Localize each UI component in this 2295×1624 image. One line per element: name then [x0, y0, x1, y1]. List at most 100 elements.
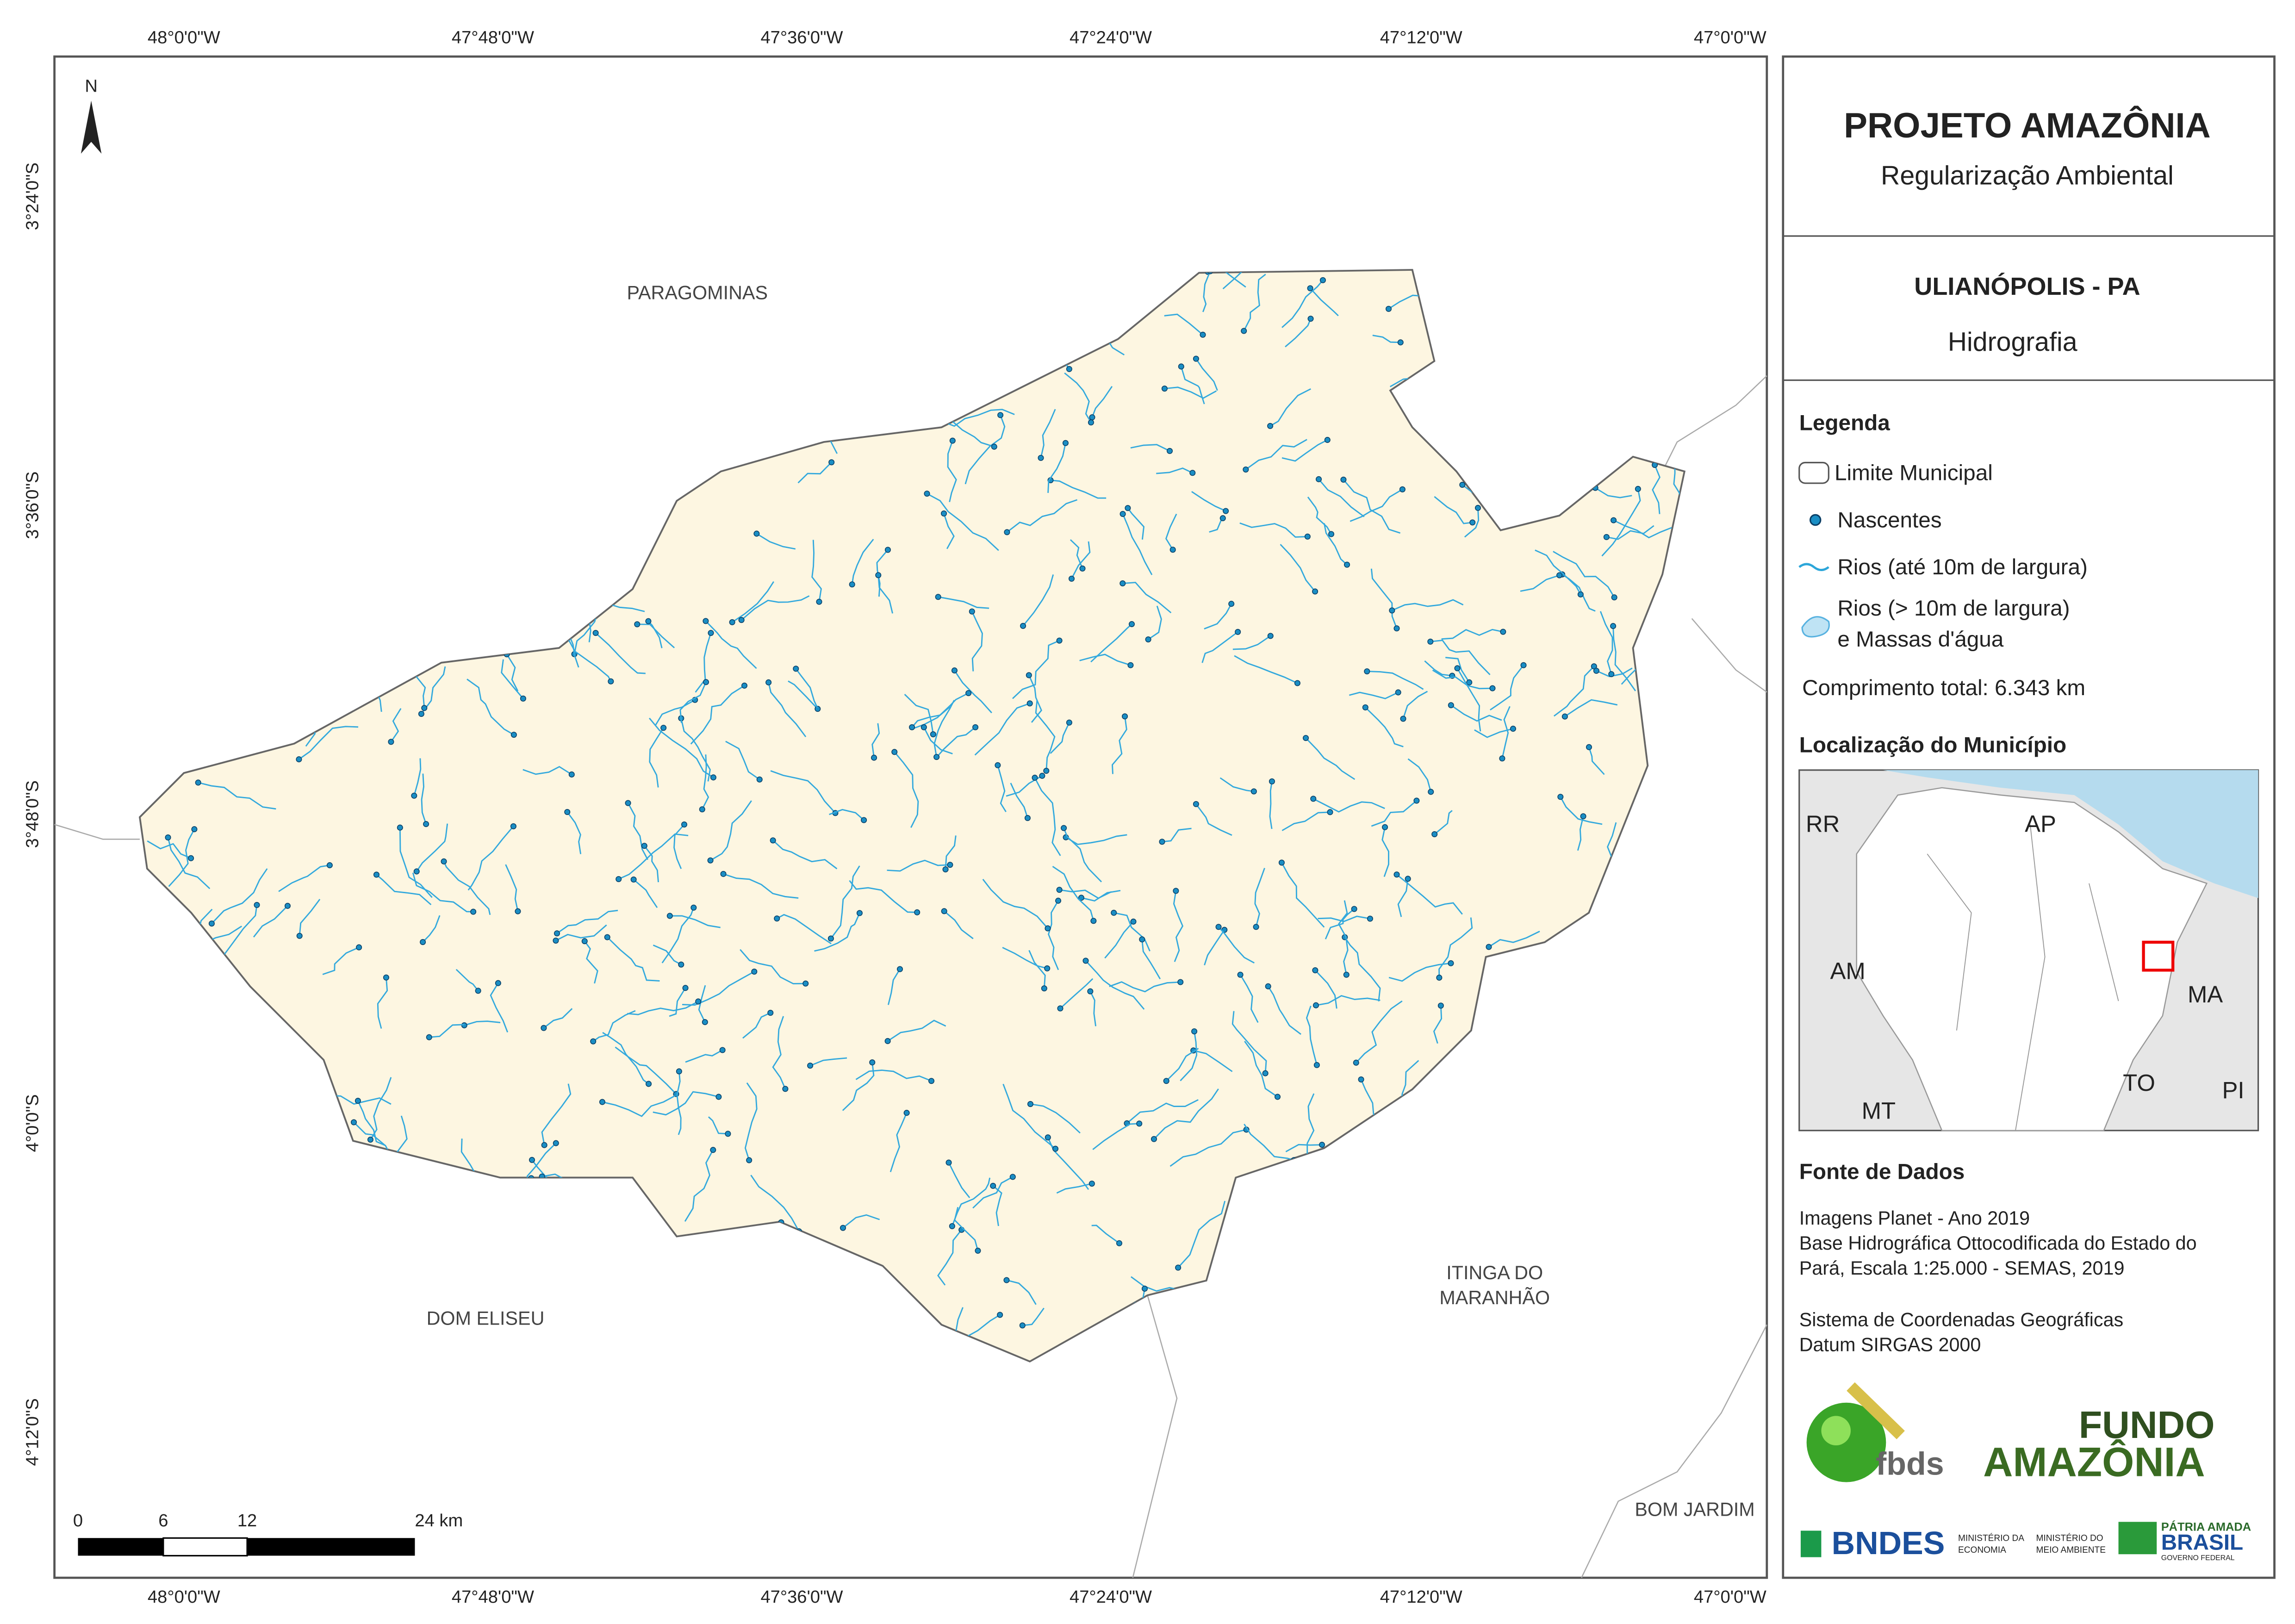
river: [1323, 523, 1348, 566]
spring: [1294, 680, 1300, 686]
spring: [695, 998, 702, 1005]
river: [1281, 280, 1324, 328]
river: [1063, 828, 1102, 883]
spring: [703, 679, 709, 685]
spring: [1340, 476, 1347, 483]
spring: [802, 980, 809, 987]
river: [1488, 931, 1540, 948]
legend-label: Limite Municipal: [1835, 461, 1993, 485]
river: [1071, 541, 1091, 579]
spring: [1020, 622, 1026, 629]
river: [952, 1177, 991, 1226]
spring: [767, 1009, 774, 1016]
river: [887, 1020, 946, 1042]
spring: [660, 725, 667, 731]
state-label: MA: [2188, 981, 2223, 1008]
spring: [1312, 1002, 1319, 1008]
spring: [515, 908, 521, 915]
place-name: BOM JARDIM: [1635, 1499, 1754, 1520]
spring: [1561, 713, 1568, 720]
river: [972, 1176, 1014, 1209]
spring: [871, 754, 877, 761]
river: [1079, 653, 1131, 666]
spring: [1120, 580, 1126, 587]
spring: [1038, 454, 1044, 461]
river: [1052, 865, 1095, 921]
spring: [972, 724, 979, 730]
spring: [1193, 355, 1199, 362]
river: [744, 1082, 758, 1161]
river: [1245, 439, 1307, 470]
spring: [682, 985, 689, 991]
river: [1059, 889, 1112, 899]
spring: [1088, 419, 1094, 426]
river: [1280, 544, 1316, 592]
river: [1269, 388, 1312, 427]
river: [1028, 950, 1046, 989]
inset-sea: [1883, 770, 2258, 898]
river: [1164, 386, 1217, 399]
spring: [1009, 1174, 1016, 1180]
river: [1070, 539, 1083, 569]
spring: [875, 572, 882, 579]
spring: [1079, 565, 1086, 572]
spring: [411, 792, 417, 799]
inset-state: [1856, 787, 2208, 1131]
spring: [861, 817, 867, 823]
river: [1490, 665, 1524, 711]
river: [741, 595, 810, 621]
river: [1239, 522, 1308, 538]
river: [1141, 939, 1161, 980]
spring: [793, 666, 799, 672]
river: [627, 803, 648, 860]
river: [1285, 1144, 1322, 1152]
spring: [869, 1059, 876, 1066]
spring: [1078, 895, 1084, 901]
spring: [1436, 974, 1443, 981]
spring: [1141, 1285, 1148, 1292]
spring: [941, 510, 947, 517]
river: [1372, 335, 1401, 343]
spring: [891, 749, 898, 755]
spring: [1175, 1264, 1182, 1271]
river: [421, 773, 427, 825]
spring: [930, 731, 936, 738]
spring: [949, 1223, 955, 1229]
river: [1606, 525, 1654, 540]
spring: [1044, 965, 1051, 971]
spring: [1166, 448, 1173, 454]
spring: [991, 443, 997, 450]
lon-label: 47°48'0"W: [452, 1587, 534, 1607]
river: [357, 1100, 386, 1146]
scale-segment: [78, 1538, 163, 1556]
river: [168, 829, 195, 887]
spring: [1139, 936, 1145, 943]
state-label: AP: [2025, 810, 2056, 837]
river: [147, 840, 192, 859]
spring: [191, 826, 198, 833]
river: [768, 682, 807, 737]
river: [1370, 568, 1398, 629]
river: [982, 878, 1049, 929]
spring: [1351, 906, 1357, 912]
spring: [1055, 897, 1062, 904]
river: [777, 914, 832, 945]
river: [653, 1091, 719, 1116]
river: [1520, 574, 1560, 592]
sources-title: Fonte de Dados: [1799, 1160, 1965, 1184]
spring: [553, 937, 559, 944]
spring: [756, 776, 763, 783]
spring: [553, 1140, 559, 1146]
spring: [1307, 285, 1313, 292]
municipality-name: ULIANÓPOLIS - PA: [1914, 273, 2140, 300]
spring: [1200, 331, 1206, 338]
spring: [815, 706, 821, 712]
spring: [1437, 1002, 1444, 1009]
spring: [1395, 689, 1401, 696]
place-name: MARANHÃO: [1439, 1287, 1550, 1308]
river: [1165, 513, 1177, 550]
spring: [355, 1097, 361, 1104]
spring: [1427, 638, 1434, 645]
river: [253, 905, 288, 938]
spring: [165, 834, 171, 841]
